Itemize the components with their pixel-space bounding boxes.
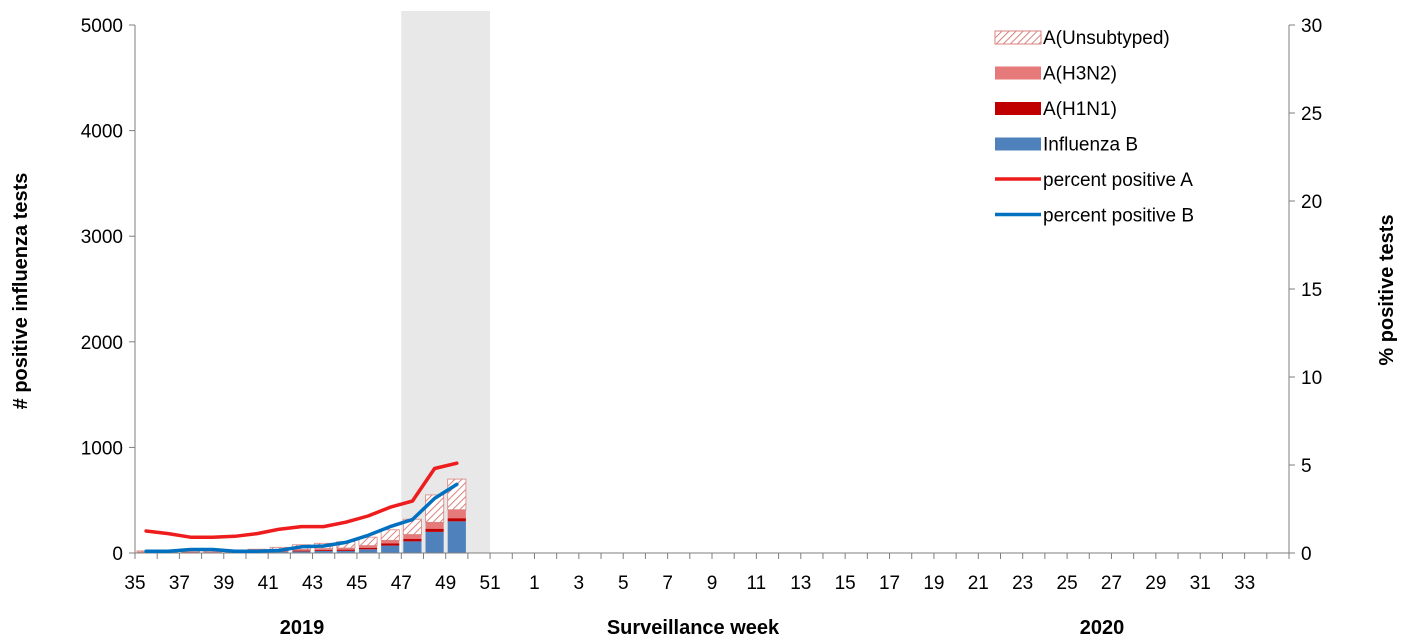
legend-label-percent-positive-a: percent positive A xyxy=(1043,170,1193,191)
x-axis-title: Surveillance week xyxy=(607,617,780,639)
legend-swatch-a-unsubtyped- xyxy=(994,30,1042,45)
highlight-band xyxy=(401,11,491,553)
y-tick-label: 2000 xyxy=(81,333,123,354)
x-tick-label: 7 xyxy=(662,573,673,594)
y2-tick-label: 15 xyxy=(1301,280,1322,301)
bar-influenza-b-week-47 xyxy=(403,541,422,553)
x-tick-label: 9 xyxy=(707,573,718,594)
x-tick-label: 1 xyxy=(529,573,540,594)
year-label-2019: 2019 xyxy=(280,617,325,639)
bar-a-h3n2--week-49 xyxy=(447,509,466,519)
x-tick-label: 35 xyxy=(124,573,145,594)
bar-a-h1n1--week-43 xyxy=(314,549,333,551)
bar-influenza-b-week-42 xyxy=(292,551,311,553)
bar-influenza-b-week-49 xyxy=(447,521,466,553)
x-tick-label: 3 xyxy=(574,573,585,594)
legend-label-influenza-b: Influenza B xyxy=(1043,135,1138,156)
x-tick-label: 21 xyxy=(968,573,989,594)
bar-influenza-b-week-41 xyxy=(270,551,289,553)
bar-a-h1n1--week-48 xyxy=(425,528,444,532)
bar-a-h1n1--week-46 xyxy=(381,543,400,546)
bar-a-h3n2--week-48 xyxy=(425,522,444,529)
bar-a-h3n2--week-45 xyxy=(358,545,378,548)
bar-a-h1n1--week-49 xyxy=(447,518,466,522)
y2-tick-label: 30 xyxy=(1301,16,1322,37)
x-tick-label: 41 xyxy=(258,573,279,594)
y2-axis-title: % positive tests xyxy=(1376,214,1398,365)
y2-tick-label: 0 xyxy=(1301,544,1312,565)
bar-influenza-b-week-44 xyxy=(336,550,355,553)
x-tick-label: 27 xyxy=(1101,573,1122,594)
bar-a-h3n2--week-43 xyxy=(314,548,333,550)
bar-influenza-b-week-45 xyxy=(358,549,378,553)
bar-a-h1n1--week-47 xyxy=(403,538,422,542)
x-tick-label: 25 xyxy=(1057,573,1078,594)
x-tick-label: 49 xyxy=(435,573,456,594)
legend-label-a-unsubtyped-: A(Unsubtyped) xyxy=(1043,28,1170,49)
bar-influenza-b-week-48 xyxy=(425,531,444,553)
legend-swatch-a-h3n2- xyxy=(995,66,1041,80)
x-tick-label: 51 xyxy=(480,573,501,594)
x-tick-label: 23 xyxy=(1012,573,1033,594)
line-percent-positive-b xyxy=(144,482,459,553)
x-tick-label: 47 xyxy=(391,573,412,594)
bar-a-h1n1--week-42 xyxy=(292,550,311,552)
x-tick-label: 45 xyxy=(346,573,367,594)
legend: A(Unsubtyped) A(H3N2) A(H1N1) Influenza B pe… xyxy=(994,28,1194,227)
bar-influenza-b-week-43 xyxy=(314,550,333,553)
year-label-2020: 2020 xyxy=(1080,617,1125,639)
y-tick-label: 0 xyxy=(112,544,123,565)
x-tick-label: 13 xyxy=(790,573,811,594)
y-tick-label: 4000 xyxy=(81,122,123,143)
bar-a-h3n2--week-42 xyxy=(292,549,311,551)
y-tick-label: 3000 xyxy=(81,227,123,248)
legend-swatch-influenza-b xyxy=(995,137,1041,151)
legend-swatch-a-h1n1- xyxy=(995,102,1041,115)
bar-influenza-b-week-46 xyxy=(381,545,400,553)
x-tick-label: 31 xyxy=(1190,573,1211,594)
bar-a-h1n1--week-45 xyxy=(358,547,378,550)
y2-tick-label: 10 xyxy=(1301,368,1322,389)
x-tick-label: 39 xyxy=(213,573,234,594)
bar-a-h3n2--week-44 xyxy=(336,548,355,550)
y2-tick-label: 25 xyxy=(1301,104,1322,125)
y-tick-label: 5000 xyxy=(81,16,123,37)
legend-label-a-h3n2-: A(H3N2) xyxy=(1043,64,1117,85)
bar-a-h3n2--week-46 xyxy=(381,540,400,544)
x-tick-label: 11 xyxy=(747,573,767,594)
x-tick-label: 17 xyxy=(879,573,900,594)
x-tick-label: 29 xyxy=(1145,573,1166,594)
y2-tick-label: 5 xyxy=(1301,456,1312,477)
bar-a-unsubtyped--week-46 xyxy=(380,529,400,541)
y-axis-title: # positive influenza tests xyxy=(10,173,32,410)
x-tick-label: 15 xyxy=(835,573,856,594)
x-tick-label: 5 xyxy=(618,573,629,594)
x-tick-label: 43 xyxy=(302,573,323,594)
line-percent-positive-a xyxy=(144,461,459,539)
legend-label-percent-positive-b: percent positive B xyxy=(1043,206,1194,227)
y-tick-label: 1000 xyxy=(81,438,123,459)
bar-a-h3n2--week-47 xyxy=(403,534,422,539)
legend-label-a-h1n1-: A(H1N1) xyxy=(1043,99,1117,120)
x-tick-label: 33 xyxy=(1234,573,1255,594)
x-tick-label: 19 xyxy=(923,573,944,594)
lines-group xyxy=(144,461,459,553)
x-tick-label: 37 xyxy=(169,573,190,594)
bar-a-h1n1--week-44 xyxy=(336,549,355,551)
y2-tick-label: 20 xyxy=(1301,192,1322,213)
